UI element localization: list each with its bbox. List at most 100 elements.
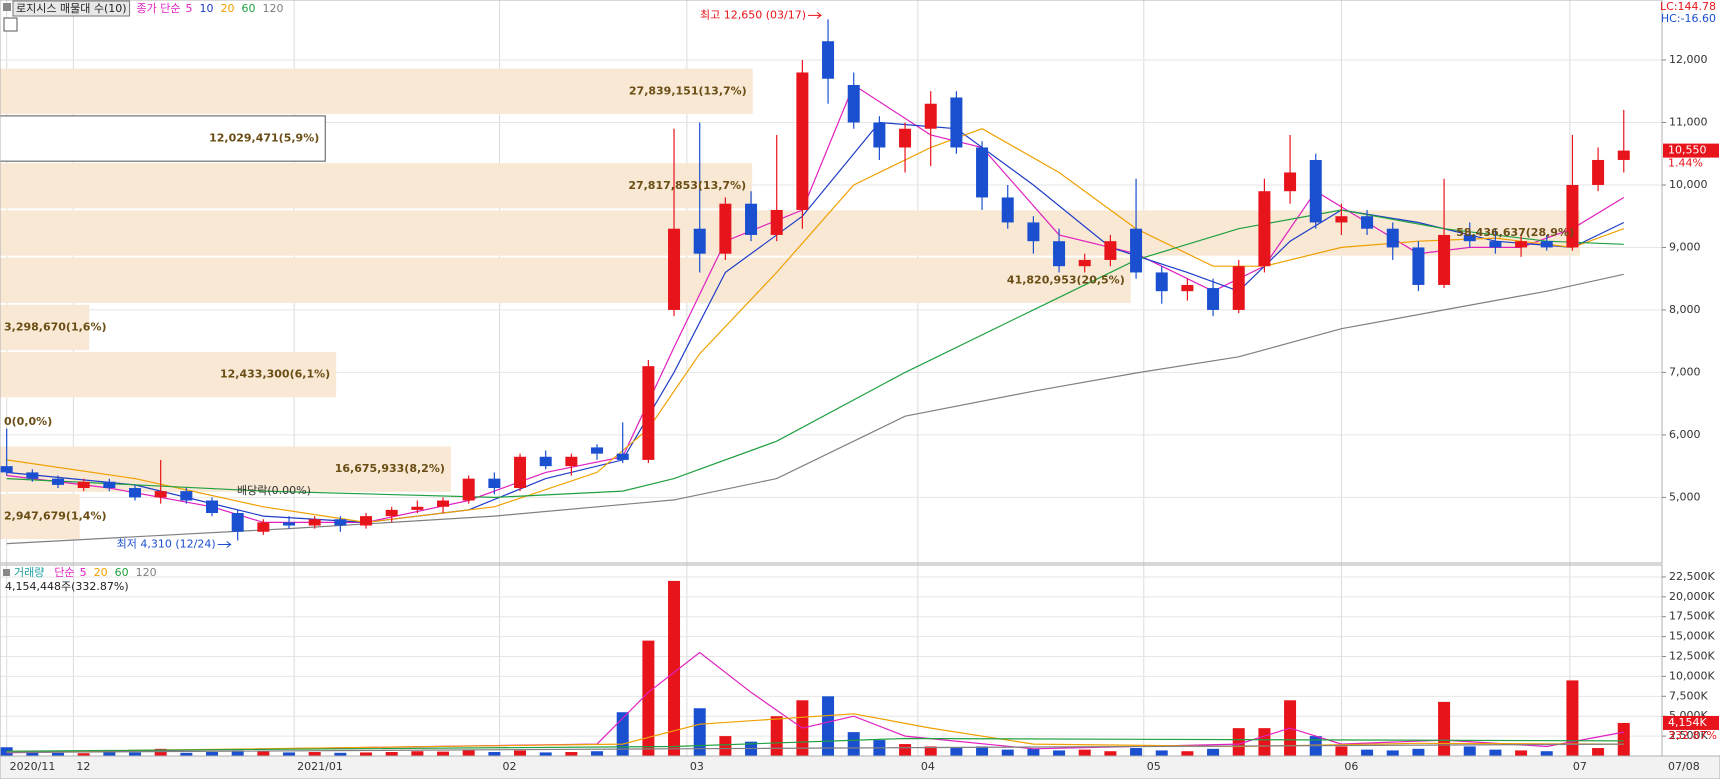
candle-body	[719, 203, 732, 254]
legend-entry: 120	[136, 566, 157, 579]
x-tick-label: 2021/01	[297, 760, 343, 773]
volume-bar	[591, 751, 604, 756]
candle-body	[565, 456, 578, 467]
candle-body	[180, 491, 193, 501]
x-tick-label: 07	[1573, 760, 1587, 773]
candle-body	[231, 513, 244, 532]
volume-profile-label: 16,675,933(8,2%)	[335, 462, 445, 475]
candle-body	[411, 506, 424, 510]
volume-bar	[360, 752, 373, 756]
candle-body	[129, 488, 142, 498]
end-date: 07/08	[1668, 760, 1700, 773]
candle-body	[1309, 159, 1322, 223]
volume-profile-label: 3,298,670(1,6%)	[4, 320, 107, 333]
y-tick-label: 10,000K	[1669, 669, 1715, 682]
volume-bar	[1181, 751, 1194, 756]
candle-body	[514, 456, 527, 489]
candle-body	[1515, 241, 1528, 248]
volume-bar	[1130, 748, 1143, 756]
volume-bar	[26, 752, 39, 756]
volume-bar	[1207, 748, 1220, 756]
volume-bar	[488, 752, 501, 756]
legend-entry: 20	[221, 2, 235, 15]
last-price-box	[1663, 143, 1719, 158]
data-layer	[0, 19, 1630, 756]
x-tick-label: 02	[502, 760, 516, 773]
volume-bar	[283, 752, 296, 756]
volume-bar	[693, 708, 706, 756]
candle-body	[334, 519, 347, 526]
candle-body	[1566, 184, 1579, 248]
volume-bar	[976, 746, 989, 756]
candle-body	[1258, 191, 1271, 267]
candle-body	[1232, 266, 1245, 310]
legend-title: 종가 단순	[137, 2, 181, 15]
candle-body	[206, 500, 219, 514]
title-box	[12, 0, 131, 17]
candle-body	[1386, 228, 1399, 248]
y-tick-label: 6,000	[1669, 428, 1701, 441]
last-volume: 4,154K	[1668, 716, 1707, 729]
candle-body	[308, 519, 321, 526]
volume-bar	[0, 747, 13, 756]
volume-bar	[462, 749, 475, 756]
legend-entry: 60	[115, 566, 129, 579]
volume-profile-label: 27,839,151(13,7%)	[629, 84, 747, 97]
candle-body	[847, 84, 860, 123]
candle-body	[1104, 241, 1117, 260]
legend-icon	[3, 569, 10, 576]
candle-body	[26, 472, 39, 479]
candle-body	[1053, 241, 1066, 267]
table-icon[interactable]	[3, 17, 18, 32]
candle-body	[1078, 259, 1091, 267]
volume-bar	[206, 752, 219, 756]
annotation-arrow	[217, 541, 232, 548]
y-tick-label: 8,000	[1669, 303, 1701, 316]
volume-bar	[822, 696, 835, 756]
ma-line	[6, 651, 1624, 754]
volume-bar	[1361, 749, 1374, 756]
candle-body	[770, 209, 783, 235]
y-tick-label: 12,500K	[1669, 650, 1715, 663]
volume-bar	[1540, 751, 1553, 756]
volume-profile-label: 0(0,0%)	[4, 415, 52, 428]
y-tick-label: 10,000	[1669, 178, 1708, 191]
volume-bar	[385, 752, 398, 756]
legend-entry: 120	[263, 2, 284, 15]
volume-bar	[52, 752, 65, 756]
volume-bar	[1438, 701, 1451, 756]
volume-bar	[334, 752, 347, 756]
candle-body	[1001, 197, 1014, 223]
volume-bar	[1617, 722, 1630, 756]
candle-body	[822, 41, 835, 79]
candle-body	[1027, 222, 1040, 242]
candle-body	[796, 72, 809, 210]
volume-profile-label: 58,436,637(28,9%)	[1456, 226, 1574, 239]
legend-entry: 60	[242, 2, 256, 15]
candle-body	[924, 103, 937, 129]
y-tick-label: 2,500K	[1669, 729, 1708, 742]
volume-bar	[231, 750, 244, 756]
candle-body	[1617, 150, 1630, 160]
y-tick-label: 5,000	[1669, 490, 1701, 503]
volume-bar	[1412, 748, 1425, 756]
volume-bar	[103, 752, 116, 756]
volume-bar	[1001, 749, 1014, 756]
price-panel-frame	[0, 0, 1663, 564]
candle-body	[488, 478, 501, 489]
ma-line	[6, 209, 1624, 499]
volume-bar	[154, 748, 167, 756]
candle-body	[976, 147, 989, 198]
ma-line	[6, 737, 1624, 752]
volume-bar	[1104, 751, 1117, 756]
volume-profile-bar	[0, 68, 753, 114]
x-tick-label: 04	[921, 760, 935, 773]
legend-entry: 20	[94, 566, 108, 579]
candle-body	[103, 481, 116, 489]
volume-profile-bar	[0, 163, 753, 209]
volume-profile-label: 41,820,953(20,5%)	[1007, 273, 1125, 286]
volume-bar	[565, 752, 578, 756]
x-tick-label: 2020/11	[10, 760, 56, 773]
